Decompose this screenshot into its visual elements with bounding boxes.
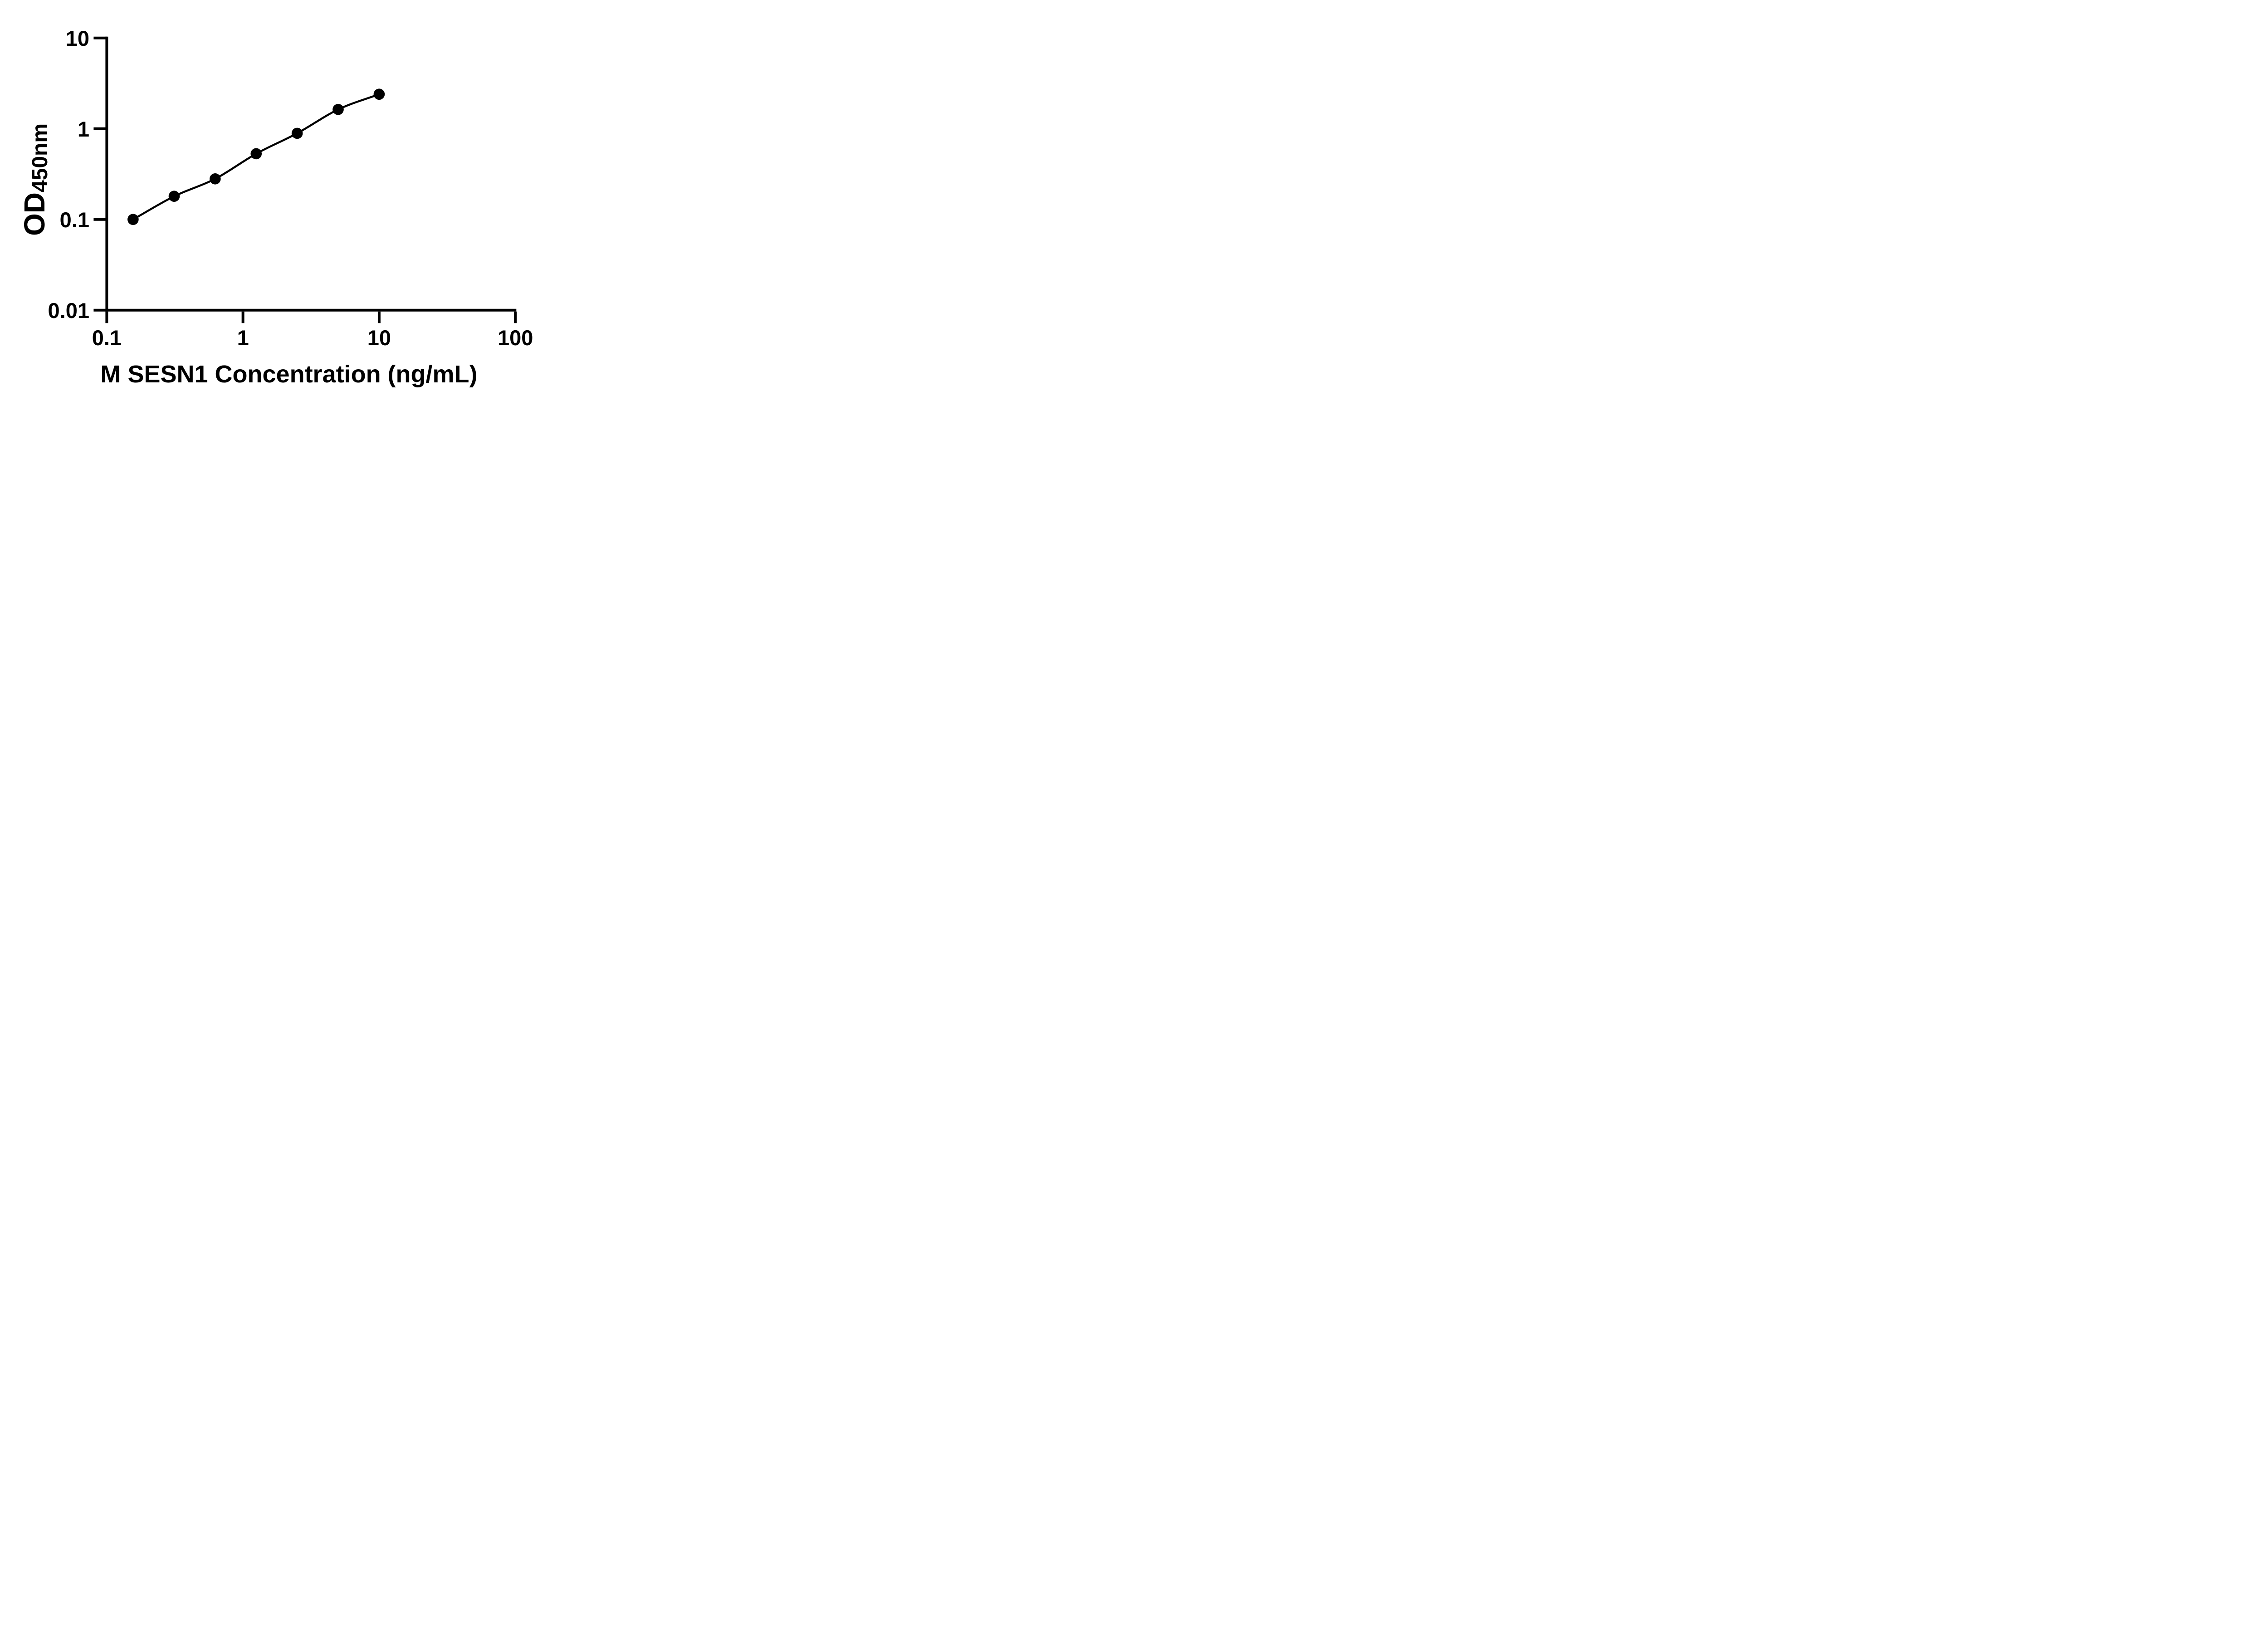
data-point [127, 214, 139, 225]
y-tick-label: 1 [78, 117, 89, 141]
x-tick-label: 10 [367, 326, 391, 350]
data-point [210, 173, 221, 185]
y-tick-label: 10 [66, 26, 89, 50]
data-point [250, 148, 262, 160]
y-axis-title-main: OD [18, 192, 51, 236]
data-point [332, 104, 344, 115]
y-tick-label: 0.1 [60, 208, 89, 232]
data-point [291, 127, 303, 139]
x-axis-title: M SESN1 Concentration (ng/mL) [100, 361, 478, 388]
y-tick-label: 0.01 [48, 298, 89, 323]
y-axis-title-subscript: 450nm [28, 123, 53, 193]
elisa-standard-curve-figure: 10 1 0.1 0.01 0.1 1 10 100 OD450nm M SESN1 Conc… [0, 0, 578, 408]
x-tick-label: 0.1 [92, 326, 122, 350]
y-axis-title: OD450nm [18, 123, 53, 236]
data-point [168, 191, 180, 202]
x-tick-label: 100 [498, 326, 533, 350]
x-tick-label: 1 [237, 326, 249, 350]
data-point [373, 88, 385, 100]
